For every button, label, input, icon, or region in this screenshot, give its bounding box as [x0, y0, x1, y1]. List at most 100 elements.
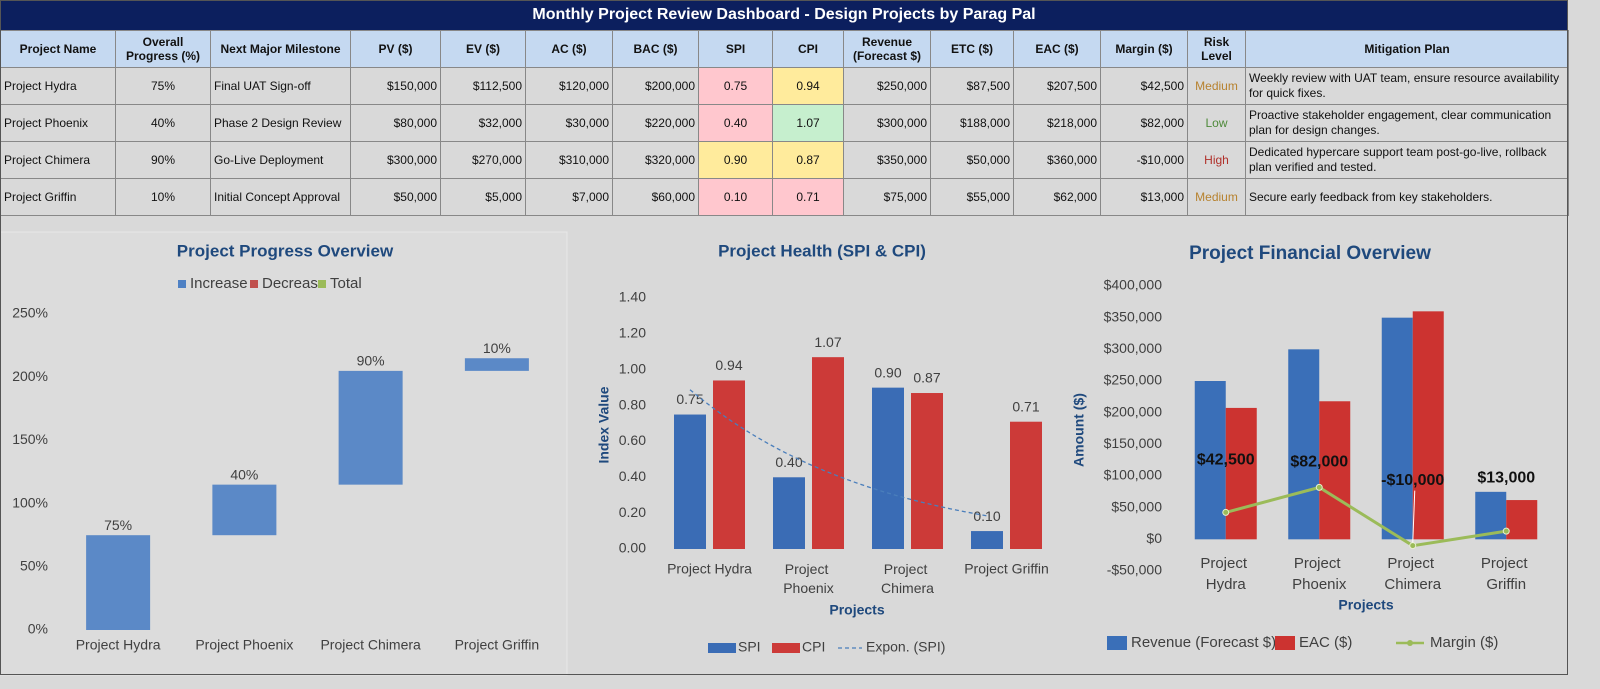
margin-line	[1225, 485, 1507, 548]
table-cell: $250,000	[843, 67, 931, 105]
y-tick-label: $400,000	[1104, 277, 1163, 293]
table-cell: 0.10	[698, 178, 773, 216]
x-tick-label: Project Hydra	[667, 561, 752, 577]
label-line: Chimera	[881, 580, 934, 596]
x-tick-label: Project Hydra	[1200, 555, 1251, 593]
y-tick-label: 0.40	[619, 468, 646, 484]
legend-swatch	[1275, 636, 1295, 650]
legend-swatch	[318, 280, 326, 288]
legend-swatch	[250, 280, 258, 288]
y-tick-label: $250,000	[1104, 372, 1163, 388]
y-tick-label: -$50,000	[1107, 562, 1162, 578]
x-tick-label: Project Griffin	[455, 637, 540, 653]
table-cell: $300,000	[843, 104, 931, 142]
column-header: EV ($)	[440, 30, 526, 68]
leader-line	[1412, 490, 1416, 543]
label-line: Griffin	[1486, 576, 1526, 593]
column-header: BAC ($)	[612, 30, 699, 68]
table-cell: Weekly review with UAT team, ensure reso…	[1245, 67, 1569, 105]
y-tick-label: 200%	[12, 368, 48, 384]
value-label: -$10,000	[1381, 472, 1444, 489]
project-table: Project Name Overall Progress (%) Next Maj…	[0, 30, 1569, 216]
y-tick-label: 0.80	[619, 396, 646, 412]
waterfall-bar	[86, 535, 151, 630]
bar	[911, 393, 943, 549]
label-line: Project	[1387, 555, 1438, 572]
x-tick-label: Project Phoenix	[195, 637, 293, 653]
label-line: Project	[1481, 555, 1532, 572]
column-header: PV ($)	[350, 30, 441, 68]
y-tick-label: 0.60	[619, 432, 646, 448]
value-label: 40%	[230, 466, 258, 482]
table-cell: -$10,000	[1100, 141, 1188, 179]
waterfall-bar	[338, 370, 403, 485]
legend-label: Decrease	[262, 275, 326, 292]
label-line: Project	[1294, 555, 1345, 572]
table-row: Project Griffin 10% Initial Concept Approv…	[0, 178, 1569, 216]
bar	[1381, 317, 1413, 540]
bar	[1288, 349, 1320, 540]
value-label: $82,000	[1290, 454, 1348, 471]
table-cell: $360,000	[1013, 141, 1101, 179]
x-tick-label: Project Chimera	[881, 561, 934, 596]
y-tick-label: 1.40	[619, 289, 646, 305]
table-cell: $30,000	[525, 104, 613, 142]
table-cell: $62,000	[1013, 178, 1101, 216]
table-cell: $75,000	[843, 178, 931, 216]
y-tick-label: $300,000	[1104, 340, 1163, 356]
table-cell: $87,500	[930, 67, 1014, 105]
bar	[1506, 500, 1538, 540]
trendline	[689, 389, 988, 517]
table-cell: Project Chimera	[0, 141, 116, 179]
frame	[0, 0, 1568, 675]
chart-title: Project Health (SPI & CPI)	[718, 241, 926, 260]
legend-label: Revenue (Forecast $)	[1131, 634, 1276, 651]
bar	[1225, 407, 1257, 540]
table-cell: 1.07	[772, 104, 844, 142]
line-marker	[1222, 508, 1230, 516]
label-line: Project	[1200, 555, 1251, 572]
y-tick-label: $200,000	[1104, 403, 1163, 419]
y-tick-label: 100%	[12, 494, 48, 510]
table-row: Project Chimera 90% Go-Live Deployment $300…	[0, 141, 1569, 179]
bar	[674, 414, 706, 549]
x-axis-title: Projects	[829, 602, 884, 618]
value-label: 0.40	[775, 454, 802, 470]
label-line: Project	[785, 561, 832, 577]
value-label: 1.07	[814, 334, 841, 350]
column-header: Revenue (Forecast $)	[843, 30, 931, 68]
legend-swatch	[1107, 636, 1127, 650]
x-axis-title: Projects	[1338, 597, 1393, 613]
label-line: Hydra	[1206, 576, 1247, 593]
table-cell: 0.40	[698, 104, 773, 142]
chart-title: Project Progress Overview	[177, 241, 394, 260]
table-cell: 0.71	[772, 178, 844, 216]
legend-swatch	[178, 280, 186, 288]
column-header: AC ($)	[525, 30, 613, 68]
y-tick-label: 50%	[20, 558, 48, 574]
legend-label: SPI	[738, 639, 761, 655]
column-header: Mitigation Plan	[1245, 30, 1569, 68]
label-line: Phoenix	[783, 580, 834, 596]
y-axis-title: Amount ($)	[1071, 393, 1087, 467]
bar	[1194, 381, 1226, 540]
column-header: CPI	[772, 30, 844, 68]
column-header: ETC ($)	[930, 30, 1014, 68]
legend-label: EAC ($)	[1299, 634, 1352, 651]
table-cell: $112,500	[440, 67, 526, 105]
table-row: Project Phoenix 40% Phase 2 Design Review $…	[0, 104, 1569, 142]
y-tick-label: 0.00	[619, 540, 646, 556]
bar	[971, 531, 1003, 549]
table-cell: $13,000	[1100, 178, 1188, 216]
x-tick-label: Project Phoenix	[783, 561, 834, 596]
legend-label: Increase	[190, 275, 248, 292]
bar	[713, 380, 745, 549]
table-cell: $60,000	[612, 178, 699, 216]
legend-label: Margin ($)	[1430, 634, 1498, 651]
table-cell: 10%	[115, 178, 211, 216]
table-cell: $120,000	[525, 67, 613, 105]
value-label: 0.90	[874, 364, 901, 380]
legend-marker	[1407, 640, 1413, 646]
